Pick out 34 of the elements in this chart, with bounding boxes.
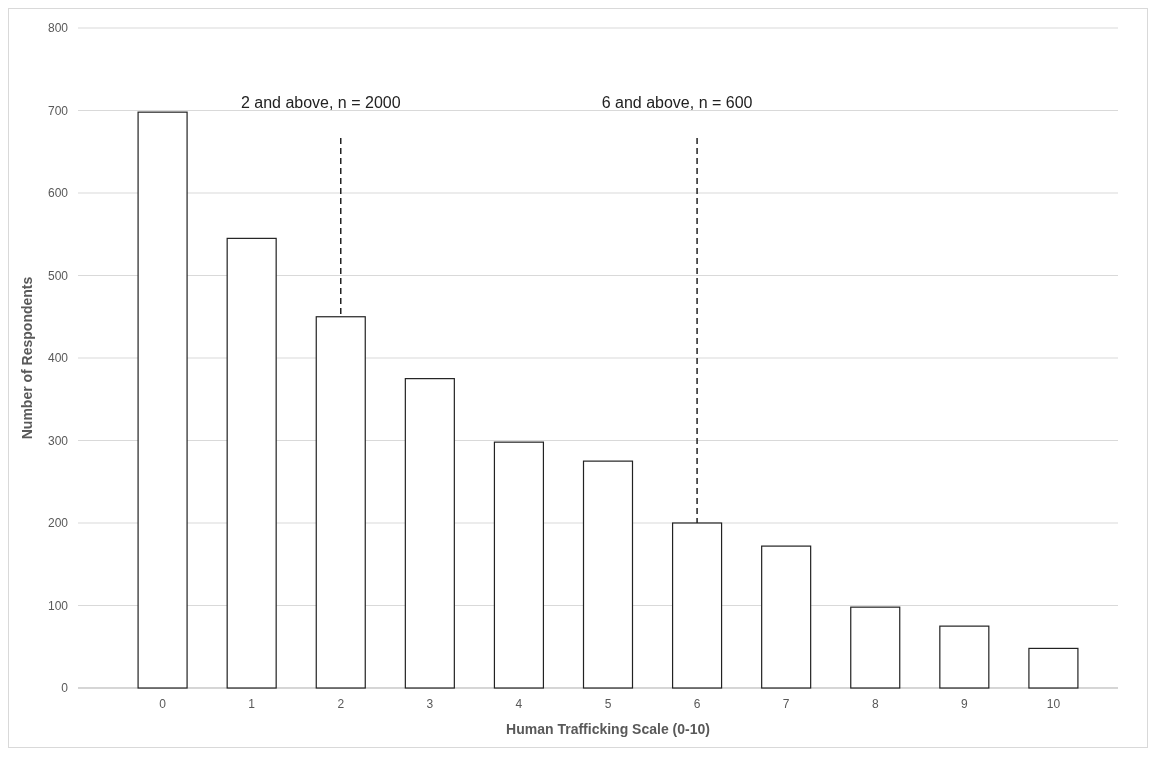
x-tick-label: 9 [960, 697, 968, 711]
bar [761, 545, 812, 689]
bar [939, 625, 990, 689]
x-tick-label: 7 [782, 697, 790, 711]
bar [404, 378, 455, 689]
y-tick-label: 300 [47, 433, 69, 448]
x-tick-label: 2 [337, 697, 345, 711]
x-tick-label: 1 [248, 697, 256, 711]
y-tick-label: 600 [47, 186, 69, 201]
x-tick-label: 0 [159, 697, 167, 711]
bar [315, 316, 366, 689]
x-tick-label: 6 [693, 697, 701, 711]
bar [582, 460, 634, 689]
annotation: 6 and above, n = 600 [601, 94, 753, 111]
bar [493, 441, 545, 689]
bar [137, 111, 188, 689]
x-tick-label: 8 [871, 697, 879, 711]
bar [226, 237, 277, 689]
y-tick-label: 100 [47, 598, 69, 613]
annotation: 2 and above, n = 2000 [240, 94, 401, 111]
y-axis-title: Number of Respondents [19, 276, 35, 440]
bar [1028, 647, 1079, 689]
y-tick-label: 700 [47, 103, 69, 118]
x-tick-label: 4 [515, 697, 523, 711]
x-tick-label: 5 [604, 697, 612, 711]
x-axis-title: Human Trafficking Scale (0-10) [506, 721, 710, 737]
y-tick-label: 0 [61, 681, 69, 696]
y-tick-label: 400 [47, 351, 69, 366]
y-tick-label: 800 [47, 21, 69, 36]
x-tick-label: 3 [426, 697, 434, 711]
y-tick-label: 500 [47, 268, 69, 283]
y-tick-label: 200 [47, 516, 69, 531]
bar [850, 606, 901, 689]
x-tick-label: 10 [1046, 697, 1061, 711]
